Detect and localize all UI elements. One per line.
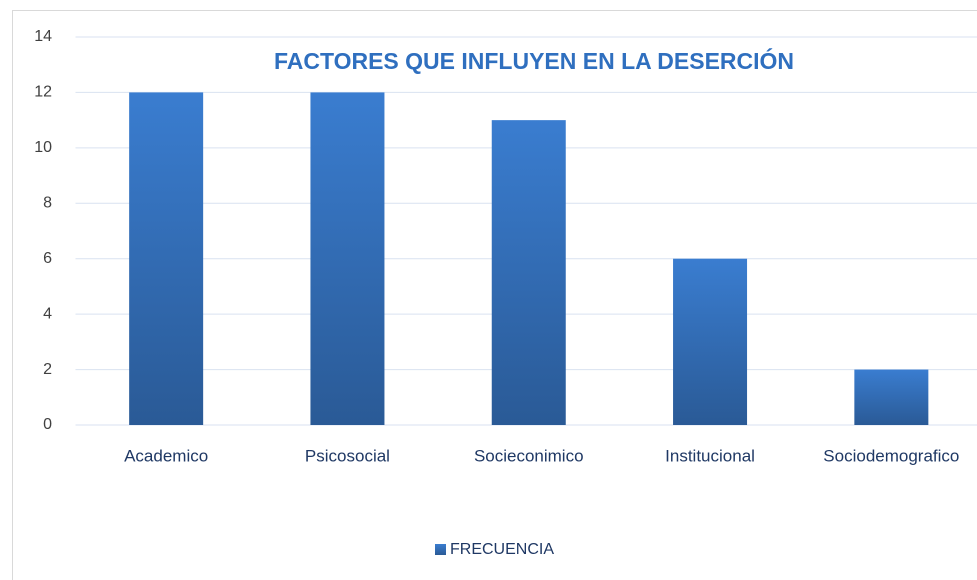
bar bbox=[129, 92, 204, 425]
x-tick-label: Institucional bbox=[665, 446, 755, 465]
bar bbox=[310, 92, 385, 425]
y-tick-label: 10 bbox=[34, 139, 52, 156]
y-tick-label: 0 bbox=[43, 416, 52, 433]
y-tick-label: 4 bbox=[43, 305, 52, 322]
chart-title: FACTORES QUE INFLUYEN EN LA DESERCIÓN bbox=[274, 47, 794, 74]
y-tick-label: 6 bbox=[43, 250, 52, 267]
bar bbox=[854, 369, 929, 425]
y-tick-label: 12 bbox=[34, 84, 52, 101]
x-tick-label: Academico bbox=[124, 446, 208, 465]
x-tick-label: Socieconimico bbox=[474, 446, 584, 465]
bar bbox=[491, 120, 566, 426]
y-tick-label: 14 bbox=[34, 28, 52, 45]
x-tick-label: Sociodemografico bbox=[823, 446, 959, 465]
y-tick-label: 8 bbox=[43, 195, 52, 212]
bar bbox=[673, 258, 748, 425]
y-tick-label: 2 bbox=[43, 361, 52, 378]
x-tick-label: Psicosocial bbox=[305, 446, 390, 465]
legend-label: FRECUENCIA bbox=[450, 541, 554, 558]
legend-swatch bbox=[435, 544, 446, 555]
